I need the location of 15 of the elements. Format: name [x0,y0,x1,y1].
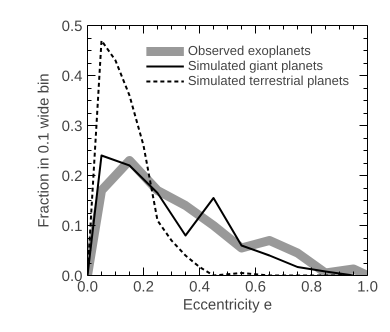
y-tick-label: 0.1 [62,218,83,235]
legend-label: Simulated giant planets [188,58,324,73]
x-tick-label: 1.0 [357,278,378,296]
y-tick-label: 0.3 [62,118,83,135]
y-tick-label: 0.5 [62,18,83,35]
y-tick-label: 0.2 [62,168,83,185]
legend-label: Simulated terrestrial planets [188,73,349,88]
x-tick-label: 0.2 [133,278,154,296]
y-axis-title: Fraction in 0.1 wide bin [36,73,53,228]
y-tick-label: 0.4 [62,68,83,85]
x-tick-label: 0.6 [245,278,266,296]
legend-label: Observed exoplanets [188,43,311,58]
x-tick-label: 0.8 [301,278,322,296]
x-tick-label: 0.4 [189,278,210,296]
x-axis-title: Eccentricity e [182,296,272,314]
